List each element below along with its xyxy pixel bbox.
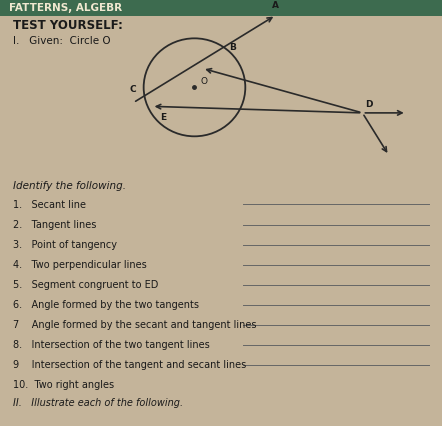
Text: A: A [272, 1, 279, 10]
Text: I.   Given:  Circle O: I. Given: Circle O [13, 36, 111, 46]
FancyBboxPatch shape [0, 0, 442, 16]
Text: 9    Intersection of the tangent and secant lines: 9 Intersection of the tangent and secant… [13, 360, 247, 370]
Text: 8.   Intersection of the two tangent lines: 8. Intersection of the two tangent lines [13, 340, 210, 350]
Text: 1.   Secant line: 1. Secant line [13, 200, 86, 210]
Text: 3.   Point of tangency: 3. Point of tangency [13, 240, 117, 250]
Text: 2.   Tangent lines: 2. Tangent lines [13, 220, 97, 230]
Text: Identify the following.: Identify the following. [13, 181, 126, 191]
Text: 5.   Segment congruent to ED: 5. Segment congruent to ED [13, 280, 159, 290]
Text: E: E [160, 113, 167, 122]
Text: II.   Illustrate each of the following.: II. Illustrate each of the following. [13, 398, 183, 408]
Text: FATTERNS, ALGEBR: FATTERNS, ALGEBR [9, 3, 122, 13]
Text: O: O [200, 77, 207, 86]
Text: C: C [130, 85, 137, 94]
Text: B: B [229, 43, 236, 52]
Text: 10.  Two right angles: 10. Two right angles [13, 380, 114, 390]
Text: 7    Angle formed by the secant and tangent lines: 7 Angle formed by the secant and tangent… [13, 320, 257, 330]
Text: D: D [365, 101, 372, 109]
Text: TEST YOURSELF:: TEST YOURSELF: [13, 19, 123, 32]
Text: 6.   Angle formed by the two tangents: 6. Angle formed by the two tangents [13, 300, 199, 310]
Text: 4.   Two perpendicular lines: 4. Two perpendicular lines [13, 260, 147, 270]
